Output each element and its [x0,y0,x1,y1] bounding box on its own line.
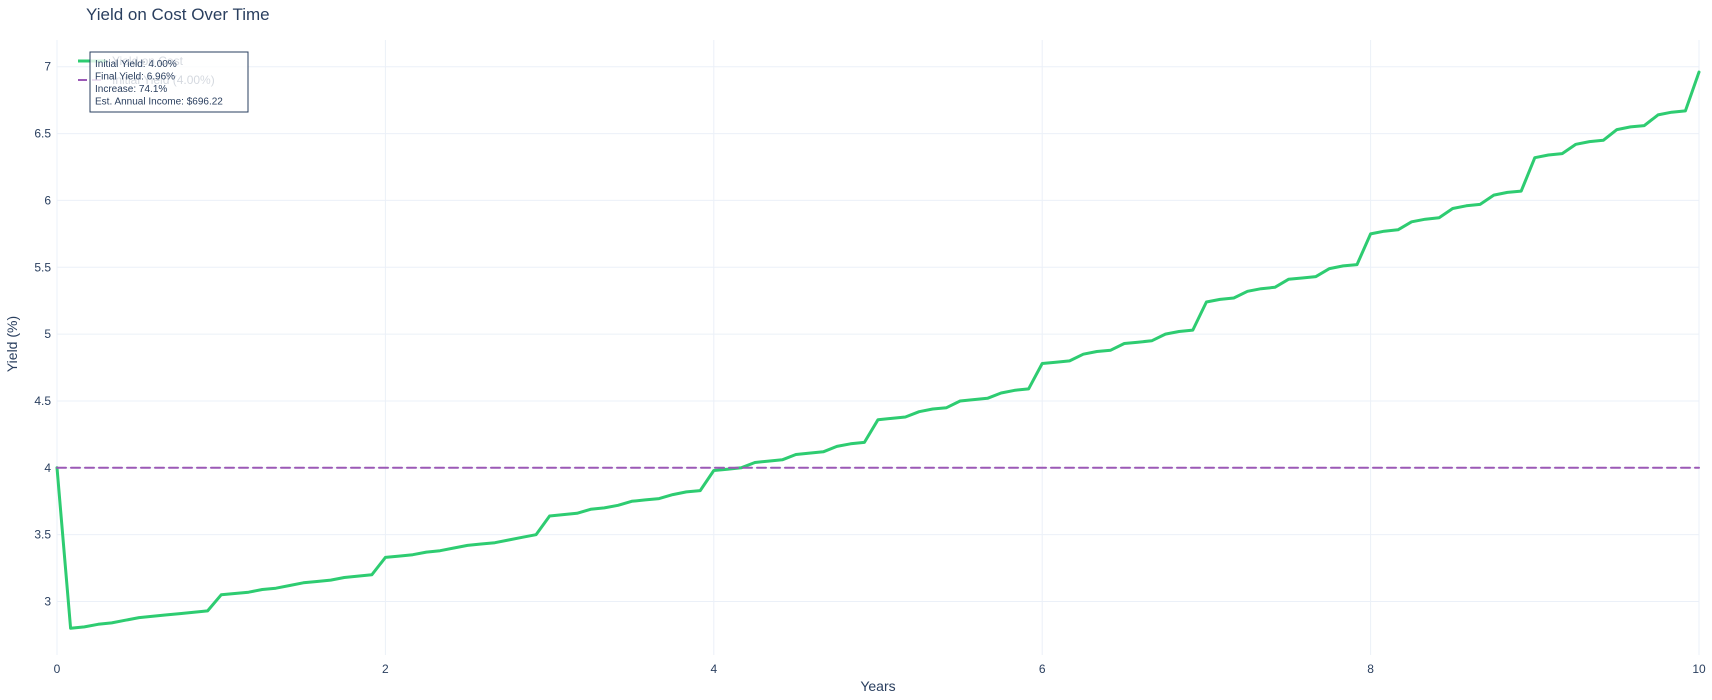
y-tick-label: 3.5 [34,528,51,542]
y-tick-label: 5.5 [34,260,51,274]
y-tick-label: 6.5 [34,127,51,141]
y-tick-label: 4.5 [34,394,51,408]
annotation-line: Increase: 74.1% [95,84,167,95]
x-axis-ticks: 0 2 4 6 8 10 [54,662,1706,676]
x-tick-label: 8 [1367,662,1374,676]
x-tick-label: 6 [1039,662,1046,676]
y-tick-label: 5 [44,327,51,341]
y-axis-ticks: 3 3.5 4 4.5 5 5.5 6 6.5 7 [34,60,51,609]
annotation-line: Initial Yield: 4.00% [95,59,177,70]
x-tick-label: 2 [382,662,389,676]
x-tick-label: 4 [710,662,717,676]
y-tick-label: 3 [44,595,51,609]
yield-on-cost-line [55,70,1701,630]
x-axis-title: Years [860,678,895,694]
x-tick-label: 10 [1692,662,1706,676]
y-axis-title: Yield (%) [4,316,20,372]
grid-layer [56,40,1700,655]
annotation-box: Initial Yield: 4.00% Final Yield: 6.96%In… [89,51,249,113]
annotation-line: Final Yield: 6.96% [95,72,175,83]
x-tick-label: 0 [54,662,61,676]
annotation-box-frame [89,51,249,113]
chart-title: Yield on Cost Over Time [86,5,270,24]
y-tick-label: 6 [44,193,51,207]
annotation-line: Est. Annual Income: $696.22 [95,97,223,108]
y-tick-label: 4 [44,461,51,475]
series-layer [55,70,1701,630]
y-tick-label: 7 [44,60,51,74]
